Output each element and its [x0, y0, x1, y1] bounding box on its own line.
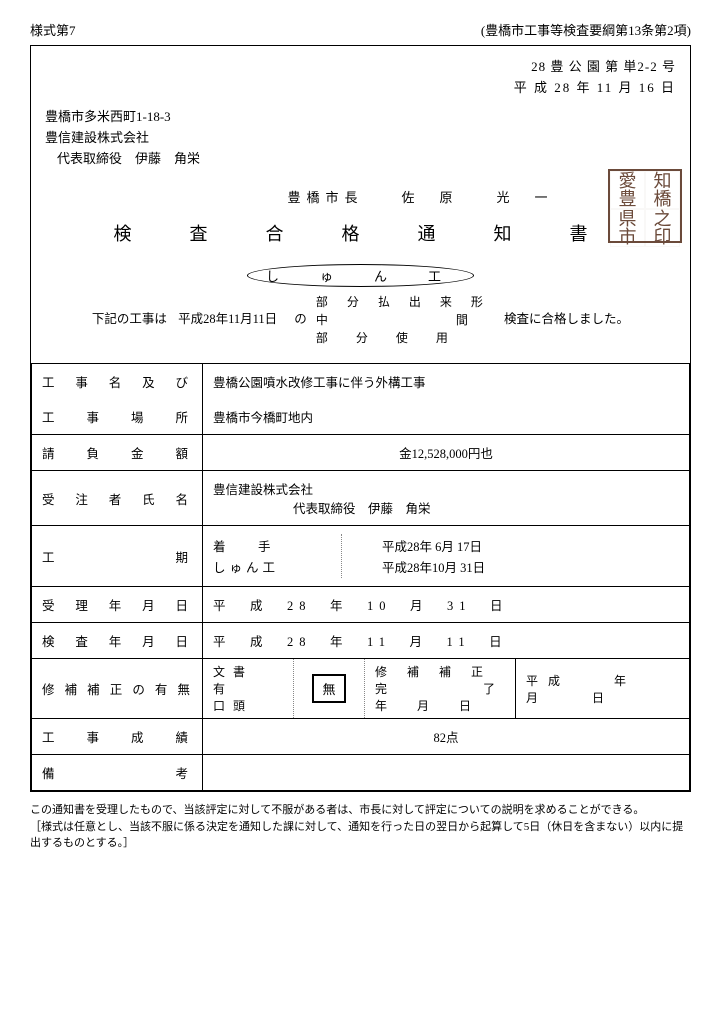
- issuer-mayor: 豊橋市長 佐 原 光 一: [287, 187, 553, 206]
- table-row: 請 負 金 額 金12,528,000円也: [32, 435, 690, 471]
- document-title: 検 査 合 格 通 知 書: [45, 220, 676, 246]
- document-frame: 28 豊 公 園 第 単2-2 号 平 成 28 年 11 月 16 日 豊橋市…: [30, 45, 691, 792]
- work-name-value: 豊橋公園噴水改修工事に伴う外構工事: [203, 364, 690, 400]
- sentence-post: 検査に合格しました。: [504, 312, 629, 326]
- corr-r2: 完了: [375, 680, 505, 697]
- score-value: 82点: [203, 719, 690, 755]
- table-row: 工 事 成 績 82点: [32, 719, 690, 755]
- start-label: 着 手: [213, 536, 333, 555]
- corr-bunsho: 文書: [213, 663, 283, 680]
- start-value: 平成28年 6月 17日: [382, 536, 679, 555]
- remarks-label: 備 考: [32, 755, 203, 791]
- regulation-ref: (豊橋市工事等検査要綱第13条第2項): [481, 20, 691, 39]
- corr-ari: 有: [213, 680, 283, 697]
- contractor-value: 豊信建設株式会社 代表取締役 伊藤 角栄: [203, 471, 690, 526]
- official-seal: 愛豊 知橋 県市 之印: [608, 169, 682, 243]
- corr-r3: 年 月 日: [375, 697, 505, 714]
- work-place-value: 豊橋市今橋町地内: [203, 399, 690, 435]
- period-value: 着 手 しゅん工 平成28年 6月 17日 平成28年10月 31日: [203, 526, 690, 587]
- table-row: 備 考: [32, 755, 690, 791]
- price-value: 金12,528,000円也: [203, 435, 690, 471]
- document-date: 平 成 28 年 11 月 16 日: [45, 77, 676, 96]
- footnote-line: ［様式は任意とし、当該不服に係る決定を通知した課に対して、通知を行った日の翌日か…: [30, 819, 691, 852]
- table-row: 受 理 年 月 日 平 成 28 年 10 月 31 日: [32, 587, 690, 623]
- period-label: 工 期: [32, 526, 203, 587]
- sentence-pre: 下記の工事は: [92, 312, 167, 326]
- footnote: この通知書を受理したもので、当該評定に対して不服がある者は、市長に対して評定につ…: [30, 802, 691, 852]
- table-row: 工 期 着 手 しゅん工 平成28年 6月 17日 平成28年10月 31日: [32, 526, 690, 587]
- inspection-type-selected: し ゅ ん 工: [247, 264, 474, 287]
- result-sentence: 下記の工事は 平成28年11月11日 の 部 分 払 出 来 形 中 間 部 分…: [45, 293, 676, 347]
- document-number: 28 豊 公 園 第 単2-2 号: [45, 56, 676, 75]
- accept-value: 平 成 28 年 10 月 31 日: [203, 587, 690, 623]
- contractor-rep: 代表取締役 伊藤 角栄: [213, 498, 679, 517]
- score-label: 工 事 成 績: [32, 719, 203, 755]
- table-row: 修 補 補 正 の 有 無 文書 有 口頭 無 修 補 補 正 完了 年 月 日: [32, 659, 690, 719]
- work-name-label: 工 事 名 及 び: [32, 364, 203, 400]
- table-row: 検 査 年 月 日 平 成 28 年 11 月 11 日: [32, 623, 690, 659]
- recipient-representative: 代表取締役 伊藤 角栄: [57, 148, 676, 167]
- sentence-no: の: [294, 312, 307, 326]
- details-table: 工 事 名 及 び 豊橋公園噴水改修工事に伴う外構工事 工 事 場 所 豊橋市今…: [31, 363, 690, 791]
- type-line: 部 分 使 用: [316, 329, 491, 347]
- recipient-company: 豊信建設株式会社: [45, 127, 676, 146]
- price-label: 請 負 金 額: [32, 435, 203, 471]
- contractor-label: 受 注 者 氏 名: [32, 471, 203, 526]
- corr-r1: 修 補 補 正: [375, 663, 505, 680]
- recipient-address: 豊橋市多米西町1-18-3: [45, 106, 676, 125]
- end-value: 平成28年10月 31日: [382, 557, 679, 576]
- table-row: 受 注 者 氏 名 豊信建設株式会社 代表取締役 伊藤 角栄: [32, 471, 690, 526]
- table-row: 工 事 名 及 び 豊橋公園噴水改修工事に伴う外構工事: [32, 364, 690, 400]
- corr-date: 平成 年 月 日: [526, 672, 679, 706]
- seal-cell: 之印: [645, 209, 680, 247]
- work-place-label: 工 事 場 所: [32, 399, 203, 435]
- sentence-date: 平成28年11月11日: [178, 312, 277, 326]
- table-row: 工 事 場 所 豊橋市今橋町地内: [32, 399, 690, 435]
- accept-label: 受 理 年 月 日: [32, 587, 203, 623]
- inspection-type-options: 部 分 払 出 来 形 中 間 部 分 使 用: [316, 293, 491, 347]
- form-number: 様式第7: [30, 20, 76, 39]
- type-line: 部 分 払 出 来 形: [316, 293, 491, 311]
- footnote-line: この通知書を受理したもので、当該評定に対して不服がある者は、市長に対して評定につ…: [30, 802, 691, 819]
- inspect-label: 検 査 年 月 日: [32, 623, 203, 659]
- seal-cell: 愛豊: [610, 171, 645, 209]
- contractor-company: 豊信建設株式会社: [213, 479, 679, 498]
- corr-koutou: 口頭: [213, 697, 283, 714]
- correction-none-box: 無: [312, 674, 345, 703]
- type-line: 中 間: [316, 311, 491, 329]
- end-label: しゅん工: [213, 557, 333, 576]
- correction-cell: 文書 有 口頭 無 修 補 補 正 完了 年 月 日 平成 年 月 日: [203, 659, 690, 719]
- remarks-value: [203, 755, 690, 791]
- correction-label: 修 補 補 正 の 有 無: [32, 659, 203, 719]
- seal-cell: 県市: [610, 209, 645, 247]
- seal-cell: 知橋: [645, 171, 680, 209]
- inspect-value: 平 成 28 年 11 月 11 日: [203, 623, 690, 659]
